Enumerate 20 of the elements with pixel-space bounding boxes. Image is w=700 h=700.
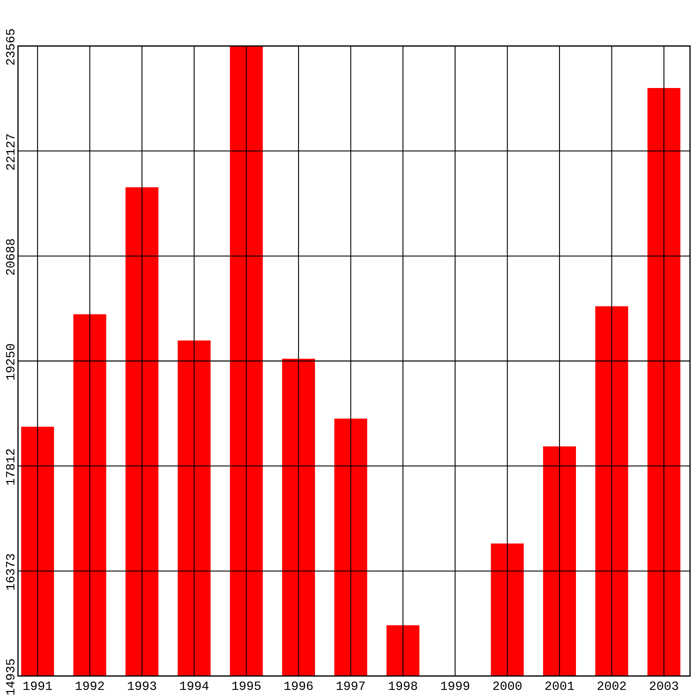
x-tick-label: 2002 [598, 682, 626, 690]
x-tick-label: 1999 [441, 682, 470, 690]
x-tick-label: 1993 [128, 682, 156, 690]
y-tick-label: 17812 [6, 449, 14, 485]
x-tick-label: 1994 [180, 682, 208, 690]
x-tick-label: 2003 [650, 682, 678, 690]
x-tick-label: 2000 [493, 682, 522, 690]
x-tick-label: 1998 [388, 682, 418, 690]
x-tick-label: 1997 [336, 682, 365, 690]
y-tick-label: 20688 [6, 239, 14, 275]
y-tick-label: 23565 [6, 29, 14, 65]
y-tick-label: 14935 [6, 659, 14, 695]
x-tick-label: 1996 [284, 682, 313, 690]
x-tick-label: 1995 [232, 682, 261, 690]
y-tick-label: 22127 [6, 134, 14, 170]
x-tick-label: 1992 [76, 682, 104, 690]
y-tick-label: 19250 [6, 344, 14, 380]
x-tick-label: 2001 [545, 682, 574, 690]
x-tick-label: 1991 [24, 682, 52, 690]
y-tick-label: 16373 [6, 554, 14, 590]
